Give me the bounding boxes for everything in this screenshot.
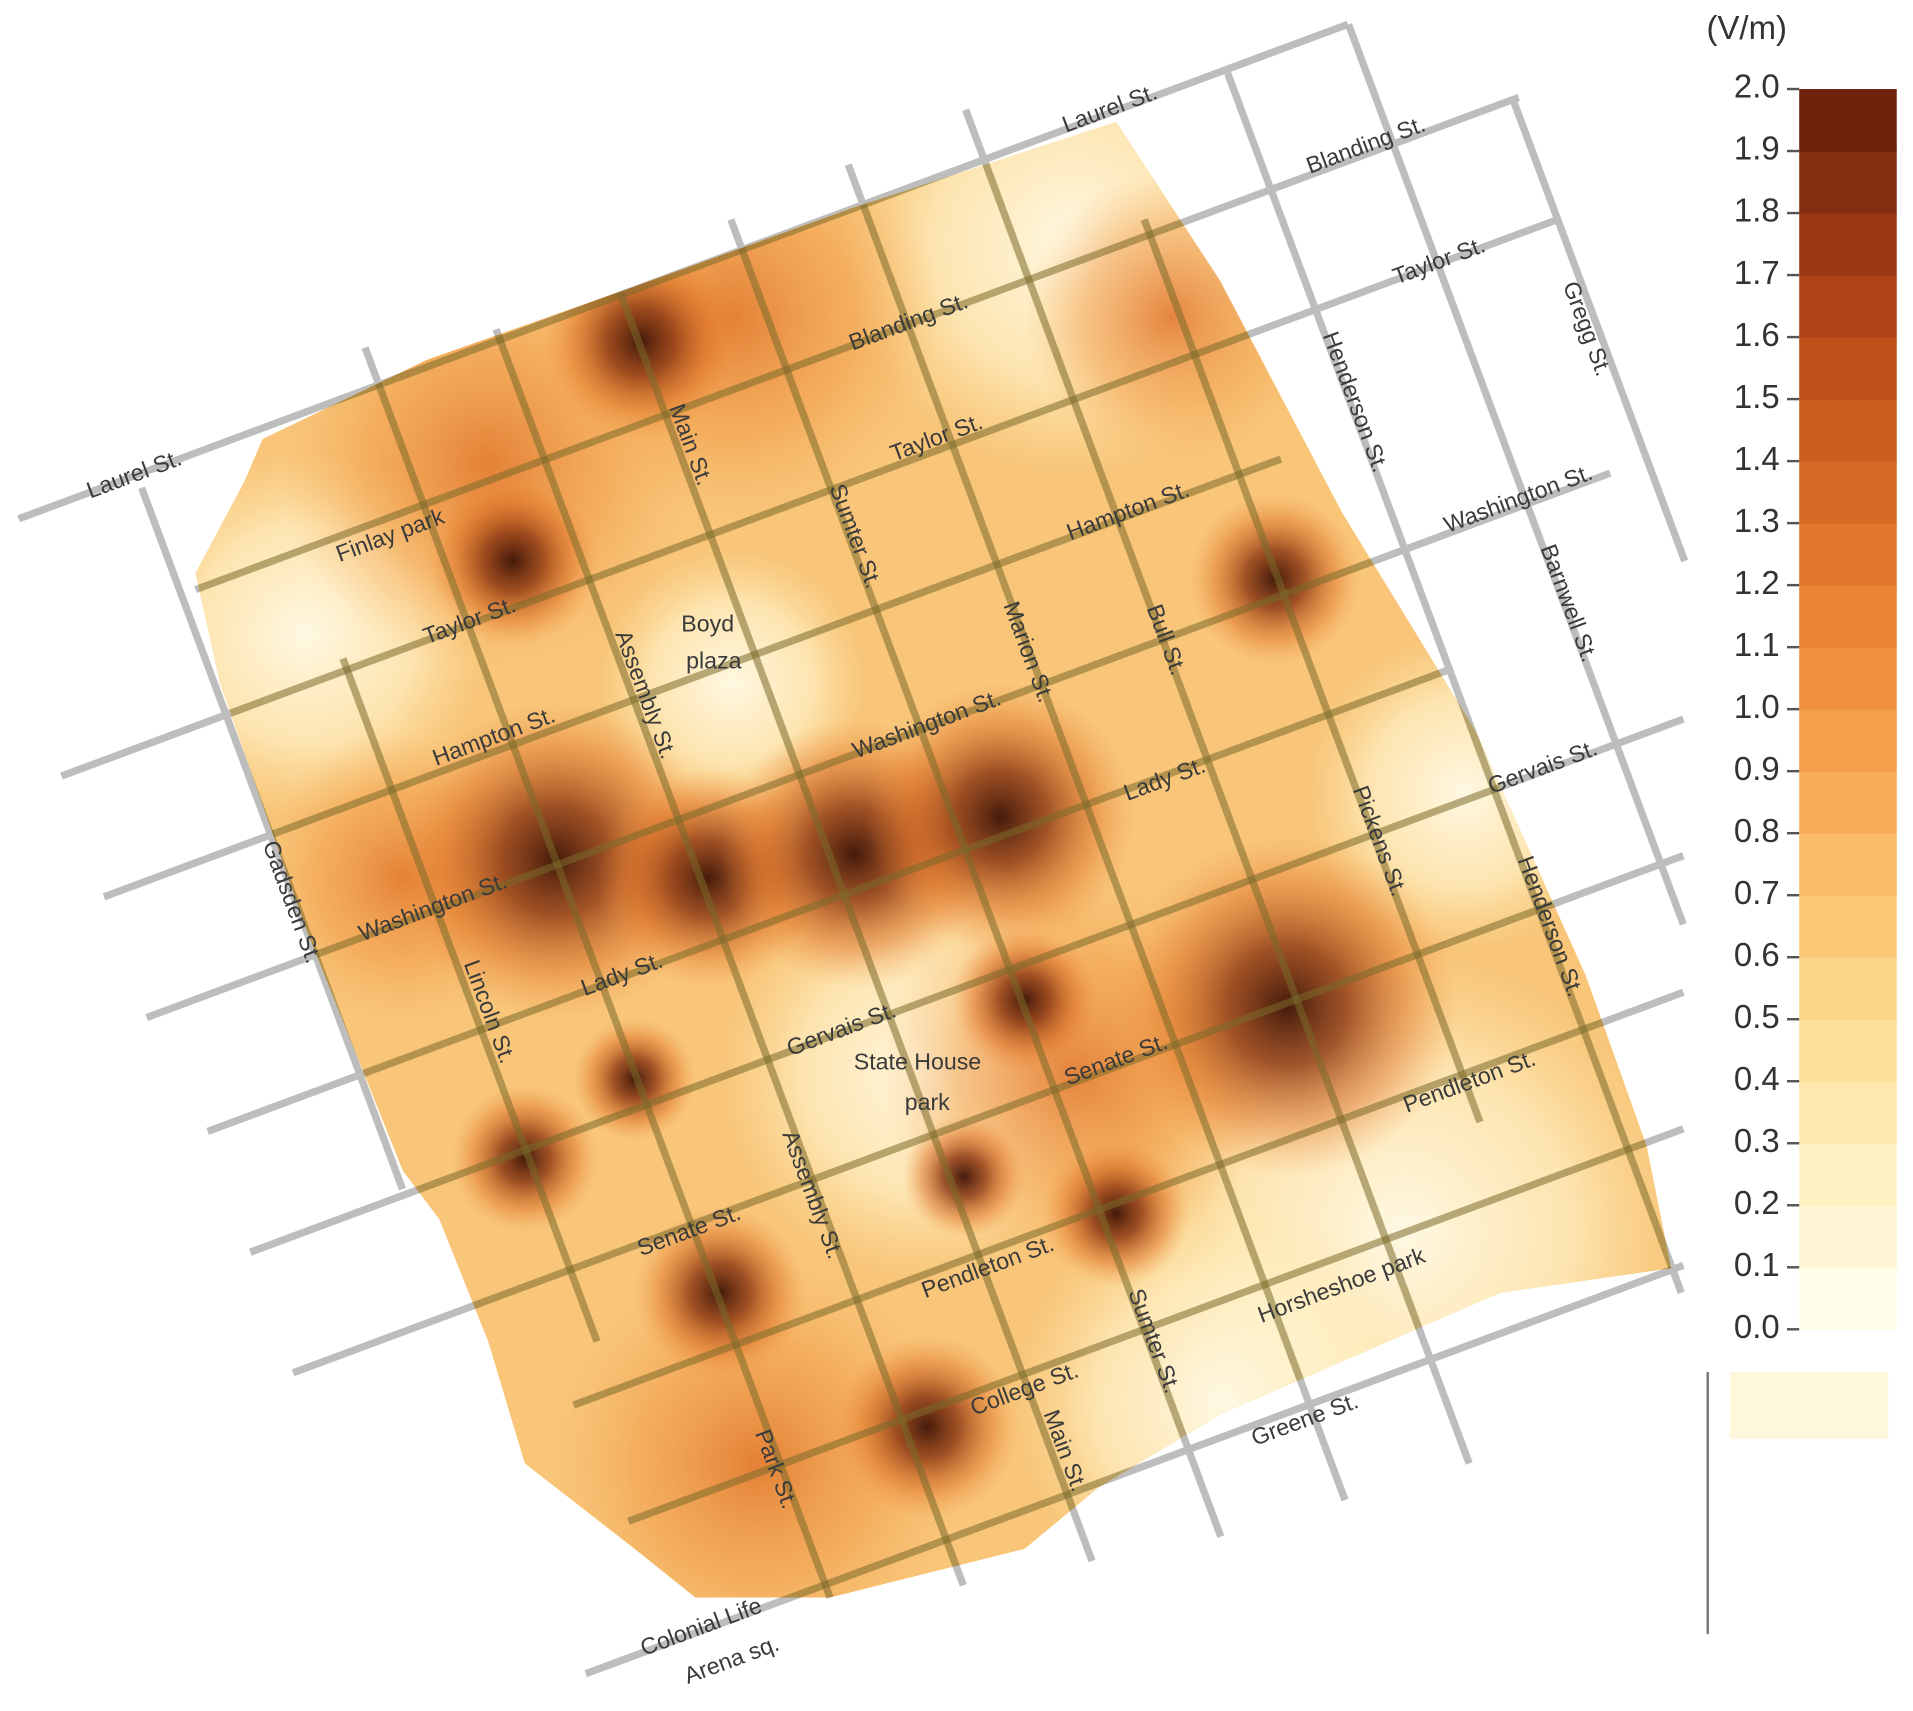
colorbar-tick-label: 0.8 — [1734, 812, 1780, 849]
colorbar-tick-label: 0.1 — [1734, 1246, 1780, 1283]
street — [291, 852, 1672, 1377]
street — [361, 346, 834, 1598]
colorbar-tick-label: 0.7 — [1734, 874, 1780, 911]
colorbar-tick-label: 1.7 — [1734, 254, 1780, 291]
colorbar-tick-label: 1.6 — [1734, 316, 1780, 353]
colorbar-band — [1799, 151, 1897, 214]
street — [195, 455, 1283, 901]
colorbar-tick-label: 1.8 — [1734, 192, 1780, 229]
street — [1508, 96, 1689, 563]
hotspot — [902, 1115, 1025, 1238]
colorbar-tick-label: 0.4 — [1734, 1060, 1780, 1097]
street — [138, 486, 406, 1191]
colorbar-tick-label: 1.0 — [1734, 688, 1780, 725]
colorbar-band — [1799, 1143, 1897, 1206]
street — [584, 1262, 1685, 1678]
colorbar-band — [1799, 647, 1897, 710]
street-label: park — [905, 1089, 950, 1115]
colorbar-tick-label: 0.9 — [1734, 750, 1780, 787]
colorbar-band — [1799, 833, 1897, 896]
colorbar-band — [1799, 771, 1897, 834]
colorbar-tick-label: 1.9 — [1734, 130, 1780, 167]
colorbar-tick-label: 0.2 — [1734, 1184, 1780, 1221]
colorbar-tick-label: 1.5 — [1734, 378, 1780, 415]
colorbar-band — [1799, 895, 1897, 958]
colorbar-tick-label: 0.3 — [1734, 1122, 1780, 1159]
high-field-area — [1024, 170, 1318, 464]
street — [206, 665, 1453, 1135]
colorbar-band — [1799, 957, 1897, 1020]
street — [727, 218, 1225, 1538]
street — [844, 163, 1349, 1502]
colorbar-unit: (V/m) — [1707, 9, 1787, 46]
colorbar-band — [1799, 1205, 1897, 1268]
street-label: Boyd — [681, 611, 734, 637]
street-label: Laurel St. — [83, 444, 185, 503]
colorbar-band — [1799, 585, 1897, 648]
swatch — [1729, 1371, 1889, 1440]
colorbar-band — [1799, 709, 1897, 772]
street — [962, 121, 1473, 1465]
colorbar-band — [1799, 461, 1897, 524]
colorbar-tick-label: 1.4 — [1734, 440, 1780, 477]
street — [195, 469, 1612, 1021]
street — [1345, 23, 1687, 926]
colorbar-band — [1799, 523, 1897, 586]
colorbar-band — [1799, 275, 1897, 338]
street — [249, 715, 1672, 1256]
colorbar-band — [1799, 399, 1897, 462]
colorbar-tick-label: 1.3 — [1734, 502, 1780, 539]
street — [339, 657, 601, 1343]
street — [616, 291, 1096, 1563]
colorbar-tick-label: 0.6 — [1734, 936, 1780, 973]
street-label: Taylor St. — [1389, 231, 1489, 289]
street — [572, 988, 1672, 1409]
colorbar: (V/m) 0.0 0.1 0.2 0.3 0.4 0.5 0.6 0.7 0.8 0.9 1.0 1… — [1706, 9, 1897, 1635]
colorbar-tick-label: 1.2 — [1734, 564, 1780, 601]
colorbar-band — [1799, 89, 1897, 152]
colorbar-band — [1799, 1019, 1897, 1082]
colorbar-tick-label: 0.0 — [1734, 1308, 1780, 1345]
street — [1140, 218, 1484, 1124]
colorbar-band — [1799, 337, 1897, 400]
colorbar-tick-label: 0.5 — [1734, 998, 1780, 1035]
street-label: Blanding St. — [1303, 111, 1429, 179]
street-label: Barnwell St. — [1536, 541, 1603, 666]
colorbar-tick-label: 2.0 — [1734, 68, 1780, 105]
street — [627, 1125, 1672, 1525]
street-label: Gervais St. — [1484, 734, 1600, 798]
street-label: plaza — [686, 647, 741, 673]
hotspot — [427, 475, 598, 647]
hotspot — [835, 1335, 1019, 1519]
street-label: State House — [854, 1049, 981, 1075]
hotspot — [1043, 1140, 1190, 1287]
hotspot — [451, 1085, 598, 1232]
colorbar-band — [1799, 1267, 1897, 1330]
street-label: Henderson St. — [1318, 328, 1394, 476]
colorbar-band — [1799, 213, 1897, 276]
street-label: Gregg St. — [1558, 278, 1617, 380]
colorbar-tick-label: 1.1 — [1734, 626, 1780, 663]
colorbar-band — [1799, 1081, 1897, 1144]
street — [492, 327, 967, 1587]
